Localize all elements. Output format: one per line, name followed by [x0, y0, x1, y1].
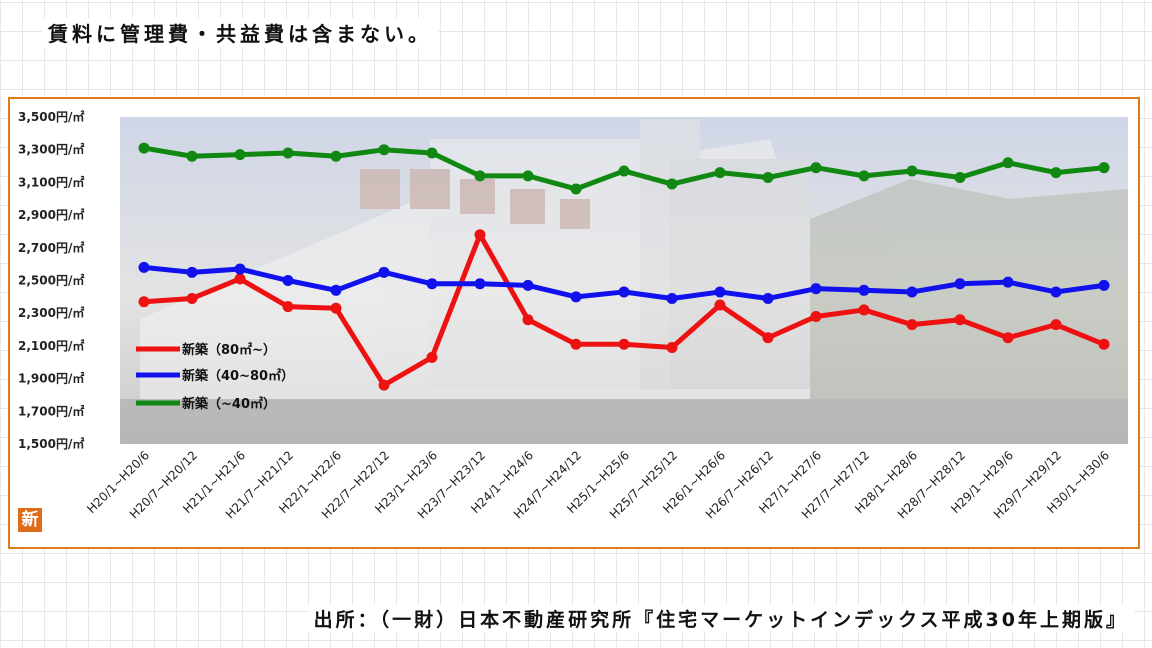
data-point — [762, 292, 774, 304]
data-point — [1050, 286, 1062, 298]
data-point — [618, 165, 630, 177]
data-point — [330, 284, 342, 296]
data-point — [1050, 319, 1062, 331]
data-point — [1098, 338, 1110, 350]
data-point — [522, 170, 534, 182]
source-note: 出所：（一財）日本不動産研究所『住宅マーケットインデックス平成30年上期版』 — [307, 605, 1134, 632]
data-point — [282, 301, 294, 313]
data-point — [666, 178, 678, 190]
rent-line-chart: 1,500円/㎡ 1,700円/㎡ 1,900円/㎡ 2,100円/㎡ 2,300円/㎡… — [18, 109, 1128, 522]
data-point — [714, 167, 726, 179]
y-tick-label: 3,300円/㎡ — [18, 142, 84, 157]
data-point — [1002, 157, 1014, 169]
data-point — [714, 299, 726, 311]
data-point — [474, 170, 486, 182]
data-point — [906, 319, 918, 331]
data-point — [426, 278, 438, 290]
data-point — [234, 263, 246, 275]
data-point — [1050, 167, 1062, 179]
data-point — [762, 332, 774, 344]
y-tick-label: 1,500円/㎡ — [18, 436, 84, 451]
x-axis: H20/1~H20/6H20/7~H20/12H21/1~H21/6H21/7~… — [84, 448, 1112, 521]
data-point — [810, 162, 822, 174]
data-point — [474, 229, 486, 241]
data-point — [186, 150, 198, 162]
data-point — [234, 149, 246, 161]
logo-badge: 新 — [18, 508, 42, 532]
data-point — [522, 279, 534, 291]
rent-note: 賃料に管理費・共益費は含まない。 — [42, 18, 438, 47]
data-point — [666, 292, 678, 304]
data-point — [618, 338, 630, 350]
data-point — [1098, 279, 1110, 291]
y-tick-label: 2,500円/㎡ — [18, 273, 84, 288]
data-point — [234, 273, 246, 285]
data-point — [954, 278, 966, 290]
y-tick-label: 3,500円/㎡ — [18, 109, 84, 124]
y-tick-label: 2,900円/㎡ — [18, 207, 84, 222]
chart-frame: 1,500円/㎡ 1,700円/㎡ 1,900円/㎡ 2,100円/㎡ 2,300円/㎡… — [8, 97, 1140, 549]
data-point — [666, 342, 678, 354]
data-point — [906, 286, 918, 298]
data-point — [1002, 332, 1014, 344]
data-point — [282, 275, 294, 286]
y-axis: 1,500円/㎡ 1,700円/㎡ 1,900円/㎡ 2,100円/㎡ 2,300円/㎡… — [18, 109, 84, 451]
data-point — [138, 142, 150, 154]
data-point — [906, 165, 918, 177]
data-point — [570, 338, 582, 350]
legend-label: 新築（40~80㎡） — [182, 368, 294, 384]
data-point — [1002, 276, 1014, 288]
data-point — [810, 283, 822, 295]
data-point — [378, 144, 390, 156]
y-tick-label: 2,700円/㎡ — [18, 240, 84, 255]
data-point — [858, 304, 870, 316]
data-point — [378, 266, 390, 278]
data-point — [474, 278, 486, 290]
data-point — [522, 314, 534, 326]
data-point — [762, 171, 774, 183]
data-point — [282, 147, 294, 159]
data-point — [426, 147, 438, 159]
series-layer — [138, 142, 1110, 391]
y-tick-label: 2,300円/㎡ — [18, 305, 84, 320]
data-point — [810, 310, 822, 322]
data-point — [570, 291, 582, 303]
data-point — [330, 150, 342, 162]
data-point — [138, 296, 150, 308]
legend-label: 新築（~40㎡） — [182, 396, 276, 412]
data-point — [330, 302, 342, 314]
y-tick-label: 2,100円/㎡ — [18, 338, 84, 353]
data-point — [1098, 162, 1110, 174]
data-point — [618, 286, 630, 298]
data-point — [858, 284, 870, 296]
data-point — [426, 351, 438, 363]
legend: 新築（80㎡~） 新築（40~80㎡） 新築（~40㎡） — [136, 342, 294, 412]
legend-label: 新築（80㎡~） — [182, 342, 276, 358]
data-point — [714, 286, 726, 298]
data-point — [858, 170, 870, 182]
data-point — [378, 379, 390, 391]
data-point — [954, 171, 966, 183]
data-point — [138, 261, 150, 273]
y-tick-label: 1,900円/㎡ — [18, 371, 84, 386]
data-point — [954, 314, 966, 326]
data-point — [570, 183, 582, 195]
data-point — [186, 292, 198, 304]
y-tick-label: 3,100円/㎡ — [18, 174, 84, 189]
y-tick-label: 1,700円/㎡ — [18, 403, 84, 418]
data-point — [186, 266, 198, 278]
